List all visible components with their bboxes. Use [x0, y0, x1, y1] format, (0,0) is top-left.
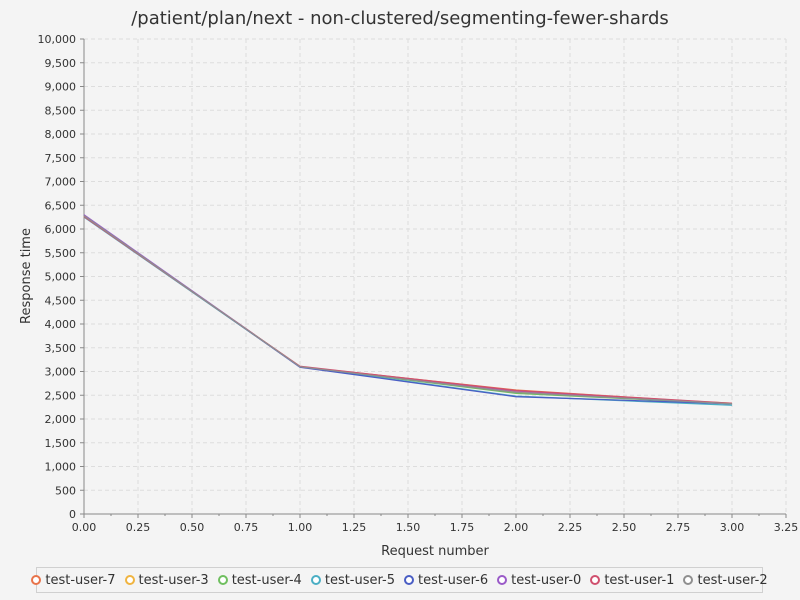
legend-item-test-user-2: test-user-2: [683, 572, 768, 588]
legend-marker-icon: [124, 575, 135, 585]
x-axis-label: Request number: [381, 544, 489, 559]
legend-marker-icon: [683, 575, 694, 585]
legend-item-test-user-6: test-user-6: [404, 573, 488, 588]
y-tick-label: 5,000: [45, 271, 77, 284]
x-tick-label: 0.00: [72, 521, 97, 534]
y-tick-label: 8,500: [45, 104, 77, 117]
legend-label: test-user-5: [324, 572, 395, 588]
legend-marker-icon: [31, 575, 42, 585]
series-lines: [83, 214, 733, 406]
legend-item-test-user-4: test-user-4: [217, 572, 302, 588]
x-tick-label: 0.75: [234, 521, 259, 534]
chart-title: /patient/plan/next - non-clustered/segme…: [131, 8, 669, 29]
series-line-test-user-2: [83, 215, 733, 405]
x-tick-label: 1.75: [450, 521, 475, 534]
x-tick-label: 2.50: [612, 521, 637, 534]
y-tick-label: 2,000: [45, 413, 77, 426]
legend-label: test-user-7: [45, 572, 116, 588]
y-tick-label: 0: [69, 508, 76, 521]
chart-legend: test-user-7 test-user-3 test-user-4 test-us…: [31, 567, 768, 593]
y-tick-label: 1,500: [45, 437, 77, 450]
x-tick-label: 2.25: [558, 521, 583, 534]
y-axis-label: Response time: [19, 228, 34, 324]
legend-item-test-user-3: test-user-3: [124, 572, 209, 588]
legend-marker-icon: [404, 575, 414, 585]
y-tick-label: 6,000: [45, 223, 77, 236]
y-tick-label: 4,000: [45, 318, 77, 331]
x-tick-label: 2.00: [504, 521, 529, 534]
x-tick-label: 3.00: [720, 521, 745, 534]
legend-item-test-user-0: test-user-0: [497, 573, 581, 588]
x-tick-label: 2.75: [666, 521, 691, 534]
y-tick-label: 3,000: [45, 366, 77, 379]
y-tick-label: 10,000: [38, 33, 77, 46]
legend-label: test-user-2: [697, 572, 768, 588]
y-tick-label: 4,500: [45, 294, 77, 307]
x-tick-label: 0.25: [126, 521, 151, 534]
y-tick-label: 9,500: [45, 57, 77, 70]
legend-label: test-user-4: [231, 572, 302, 588]
y-tick-label: 7,000: [45, 176, 77, 189]
y-tick-label: 500: [55, 484, 76, 497]
y-tick-label: 3,500: [45, 342, 77, 355]
legend-label: test-user-3: [138, 572, 209, 588]
legend-item-test-user-7: test-user-7: [31, 572, 116, 588]
legend-marker-icon: [217, 575, 228, 585]
y-tick-label: 9,000: [45, 81, 77, 94]
legend-marker-icon: [497, 575, 508, 585]
x-tick-label: 1.25: [342, 521, 367, 534]
y-tick-label: 5,500: [45, 247, 77, 260]
legend-label: test-user-6: [418, 572, 489, 588]
grid: [83, 38, 787, 515]
legend-item-test-user-1: test-user-1: [590, 573, 674, 588]
x-tick-label: 1.50: [396, 521, 421, 534]
legend-item-test-user-5: test-user-5: [310, 572, 395, 588]
legend-marker-icon: [310, 575, 321, 585]
y-tick-label: 6,500: [45, 199, 77, 212]
legend-label: test-user-1: [604, 572, 675, 588]
x-tick-label: 3.25: [774, 521, 799, 534]
x-tick-label: 1.00: [288, 521, 313, 534]
y-tick-label: 7,500: [45, 152, 77, 165]
legend-label: test-user-0: [511, 572, 582, 588]
y-tick-label: 1,000: [45, 461, 77, 474]
x-tick-label: 0.50: [180, 521, 205, 534]
legend-marker-icon: [590, 575, 601, 585]
y-tick-label: 8,000: [45, 128, 77, 141]
axes: 0.00 0.25 0.50 0.75 1.00 1.25 1.50 1.75 2.00 2.25…: [38, 33, 799, 534]
y-tick-label: 2,500: [45, 389, 77, 402]
